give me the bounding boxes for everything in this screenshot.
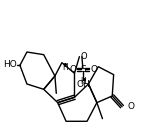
- Text: HO: HO: [3, 60, 16, 69]
- Text: H: H: [81, 78, 86, 86]
- Text: O: O: [69, 65, 76, 74]
- Text: OH: OH: [76, 80, 90, 89]
- Text: O: O: [128, 102, 135, 111]
- Text: O: O: [90, 65, 97, 74]
- Text: O: O: [81, 52, 87, 61]
- Text: H: H: [63, 63, 68, 72]
- Text: S: S: [80, 65, 86, 74]
